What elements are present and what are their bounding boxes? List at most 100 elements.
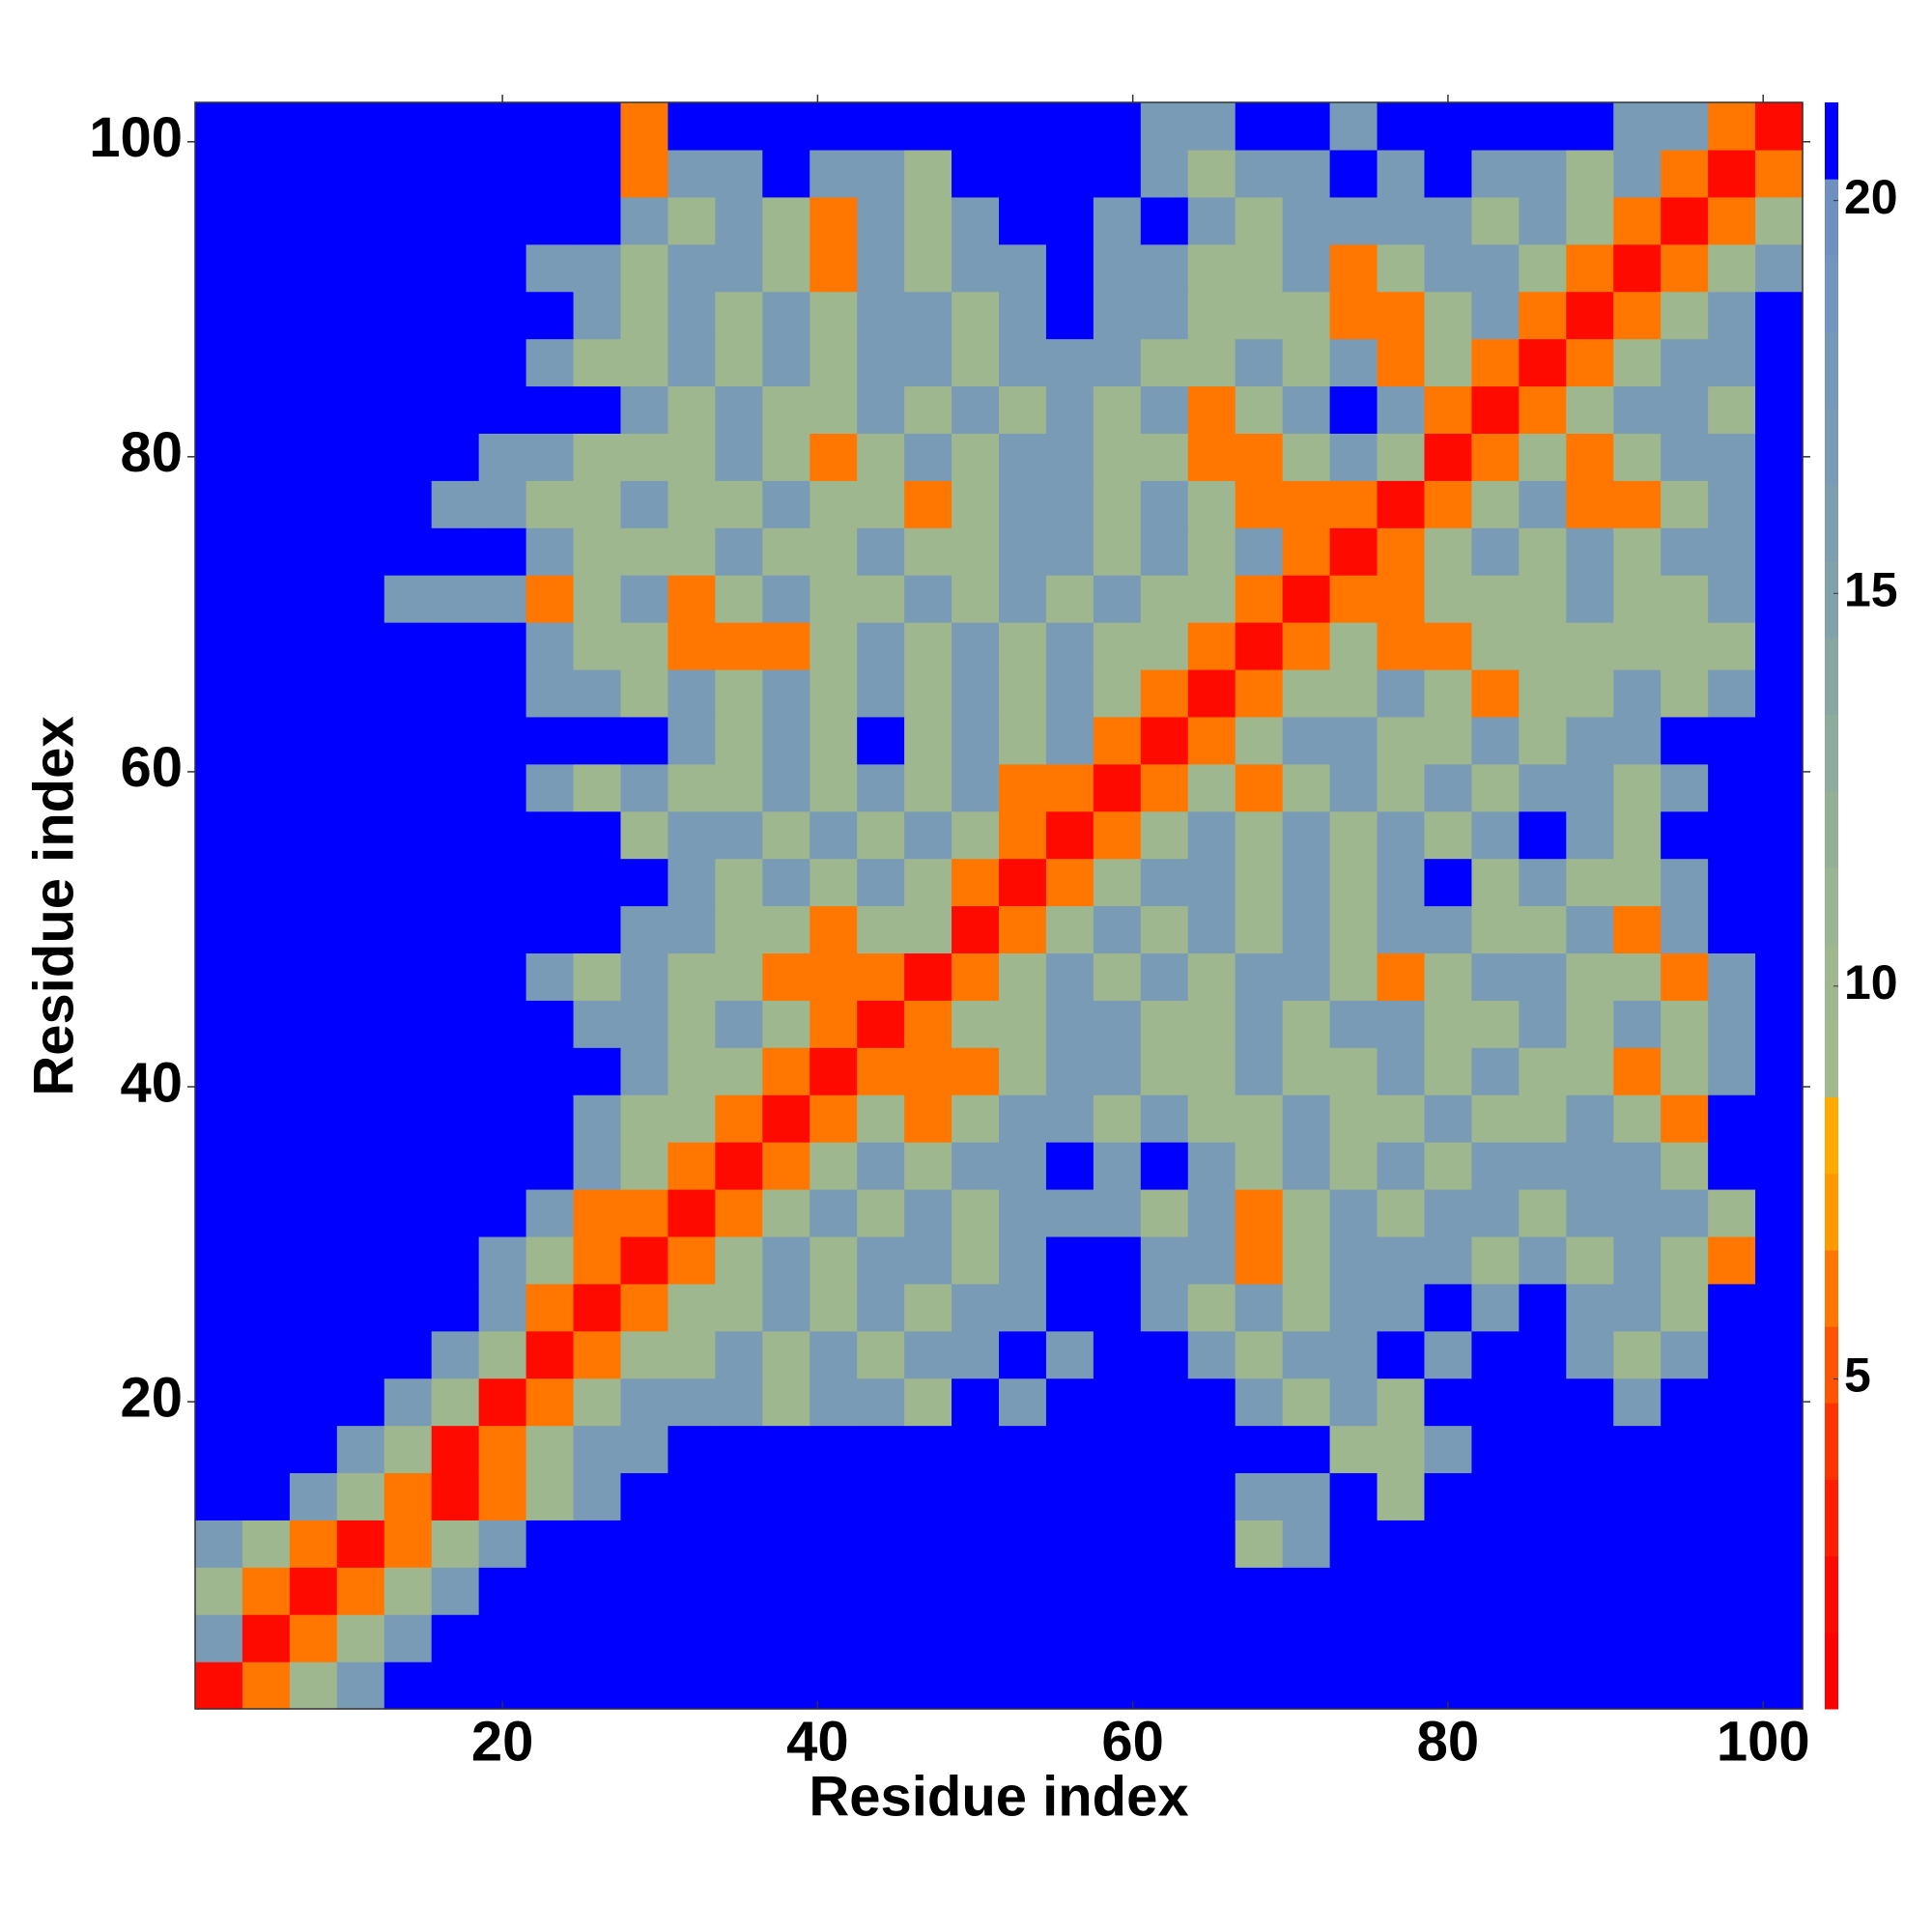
heatmap-cell xyxy=(384,952,433,1001)
heatmap-cell xyxy=(1235,1000,1284,1048)
heatmap-cell xyxy=(762,1094,810,1143)
heatmap-cell xyxy=(1093,1236,1142,1285)
colorbar-band xyxy=(1825,1249,1838,1327)
heatmap-cell xyxy=(810,1094,858,1143)
heatmap-cell xyxy=(384,385,433,434)
heatmap-cell xyxy=(431,668,480,718)
heatmap-cell xyxy=(620,668,669,718)
heatmap-cell xyxy=(1471,1472,1520,1520)
heatmap-cell xyxy=(478,291,527,340)
heatmap-cell xyxy=(1613,905,1662,954)
heatmap-cell xyxy=(431,858,480,907)
heatmap-cell xyxy=(1235,385,1284,434)
heatmap-cell xyxy=(478,196,527,245)
heatmap-cell xyxy=(1235,810,1284,860)
heatmap-cell xyxy=(478,149,527,198)
heatmap-cell xyxy=(573,102,622,151)
heatmap-cell xyxy=(999,291,1047,340)
heatmap-cell xyxy=(242,1047,291,1095)
heatmap-cell xyxy=(1661,1472,1709,1520)
heatmap-cell xyxy=(573,1425,622,1474)
heatmap-cell xyxy=(478,1472,527,1520)
heatmap-cell xyxy=(810,858,858,907)
heatmap-cell xyxy=(1140,433,1189,481)
colorbar-band xyxy=(1825,1403,1838,1480)
heatmap-cell xyxy=(1708,1188,1756,1237)
heatmap-cell xyxy=(384,1472,433,1520)
heatmap-cell xyxy=(620,1142,669,1190)
heatmap-cell xyxy=(1235,527,1284,576)
heatmap-cell xyxy=(1755,668,1804,718)
heatmap-cell xyxy=(1519,858,1567,907)
heatmap-cell xyxy=(715,952,763,1001)
heatmap-cell xyxy=(1424,1567,1473,1615)
heatmap-cell xyxy=(904,1000,952,1048)
heatmap-cell xyxy=(857,1614,905,1662)
heatmap-cell xyxy=(857,668,905,718)
heatmap-cell xyxy=(620,1614,669,1662)
heatmap-cell xyxy=(1140,1614,1189,1662)
heatmap-cell xyxy=(384,1142,433,1190)
heatmap-cell xyxy=(1282,243,1331,293)
heatmap-cell xyxy=(1329,1520,1378,1568)
heatmap-cell xyxy=(242,1614,291,1662)
heatmap-cell xyxy=(478,1283,527,1332)
heatmap-cell xyxy=(1282,1188,1331,1237)
heatmap-cell xyxy=(1424,1330,1473,1379)
heatmap-cell xyxy=(952,1520,1000,1568)
heatmap-cell xyxy=(1471,1520,1520,1568)
heatmap-cell xyxy=(952,480,1000,528)
heatmap-cell xyxy=(1471,149,1520,198)
heatmap-cell xyxy=(1519,480,1567,528)
x-axis-label: Residue index xyxy=(809,1765,1188,1828)
heatmap-cell xyxy=(384,716,433,765)
heatmap-cell xyxy=(336,196,385,245)
heatmap-cell xyxy=(384,1330,433,1379)
heatmap-cell xyxy=(620,1000,669,1048)
heatmap-cell xyxy=(478,1094,527,1143)
heatmap-cell xyxy=(1282,102,1331,151)
heatmap-cell xyxy=(1377,102,1426,151)
heatmap-cell xyxy=(1329,1283,1378,1332)
heatmap-cell xyxy=(336,1047,385,1095)
heatmap-cell xyxy=(810,1378,858,1427)
heatmap-cell xyxy=(1613,763,1662,812)
heatmap-cell xyxy=(1755,385,1804,434)
heatmap-cell xyxy=(1235,433,1284,481)
heatmap-cell xyxy=(904,527,952,576)
heatmap-cell xyxy=(431,1142,480,1190)
heatmap-cell xyxy=(1424,905,1473,954)
heatmap-cell xyxy=(1613,1520,1662,1568)
heatmap-cell xyxy=(1045,1662,1094,1710)
heatmap-cell xyxy=(952,1472,1000,1520)
heatmap-cell xyxy=(242,1378,291,1427)
heatmap-cell xyxy=(810,1425,858,1474)
heatmap-cell xyxy=(620,149,669,198)
heatmap-cell xyxy=(715,858,763,907)
heatmap-cell xyxy=(289,433,338,481)
heatmap-cell xyxy=(1661,1000,1709,1048)
heatmap-cell xyxy=(1566,527,1614,576)
heatmap-cell xyxy=(478,1000,527,1048)
heatmap-cell xyxy=(1282,905,1331,954)
heatmap-cell xyxy=(195,385,243,434)
heatmap-cell xyxy=(857,480,905,528)
heatmap-cell xyxy=(289,1188,338,1237)
heatmap-cell xyxy=(999,1000,1047,1048)
heatmap-cell xyxy=(1329,575,1378,623)
heatmap-cell xyxy=(1566,149,1614,198)
heatmap-cell xyxy=(1661,1662,1709,1710)
heatmap-cell xyxy=(810,668,858,718)
heatmap-cell xyxy=(810,905,858,954)
heatmap-cell xyxy=(478,668,527,718)
heatmap-cell xyxy=(1282,1662,1331,1710)
heatmap-cell xyxy=(1424,1142,1473,1190)
heatmap-cell xyxy=(431,1472,480,1520)
heatmap-cell xyxy=(999,575,1047,623)
heatmap-cell xyxy=(384,196,433,245)
heatmap-cell xyxy=(1093,291,1142,340)
heatmap-cell xyxy=(1045,433,1094,481)
heatmap-cell xyxy=(1708,1567,1756,1615)
heatmap-cell xyxy=(1140,338,1189,387)
heatmap-cell xyxy=(810,1567,858,1615)
